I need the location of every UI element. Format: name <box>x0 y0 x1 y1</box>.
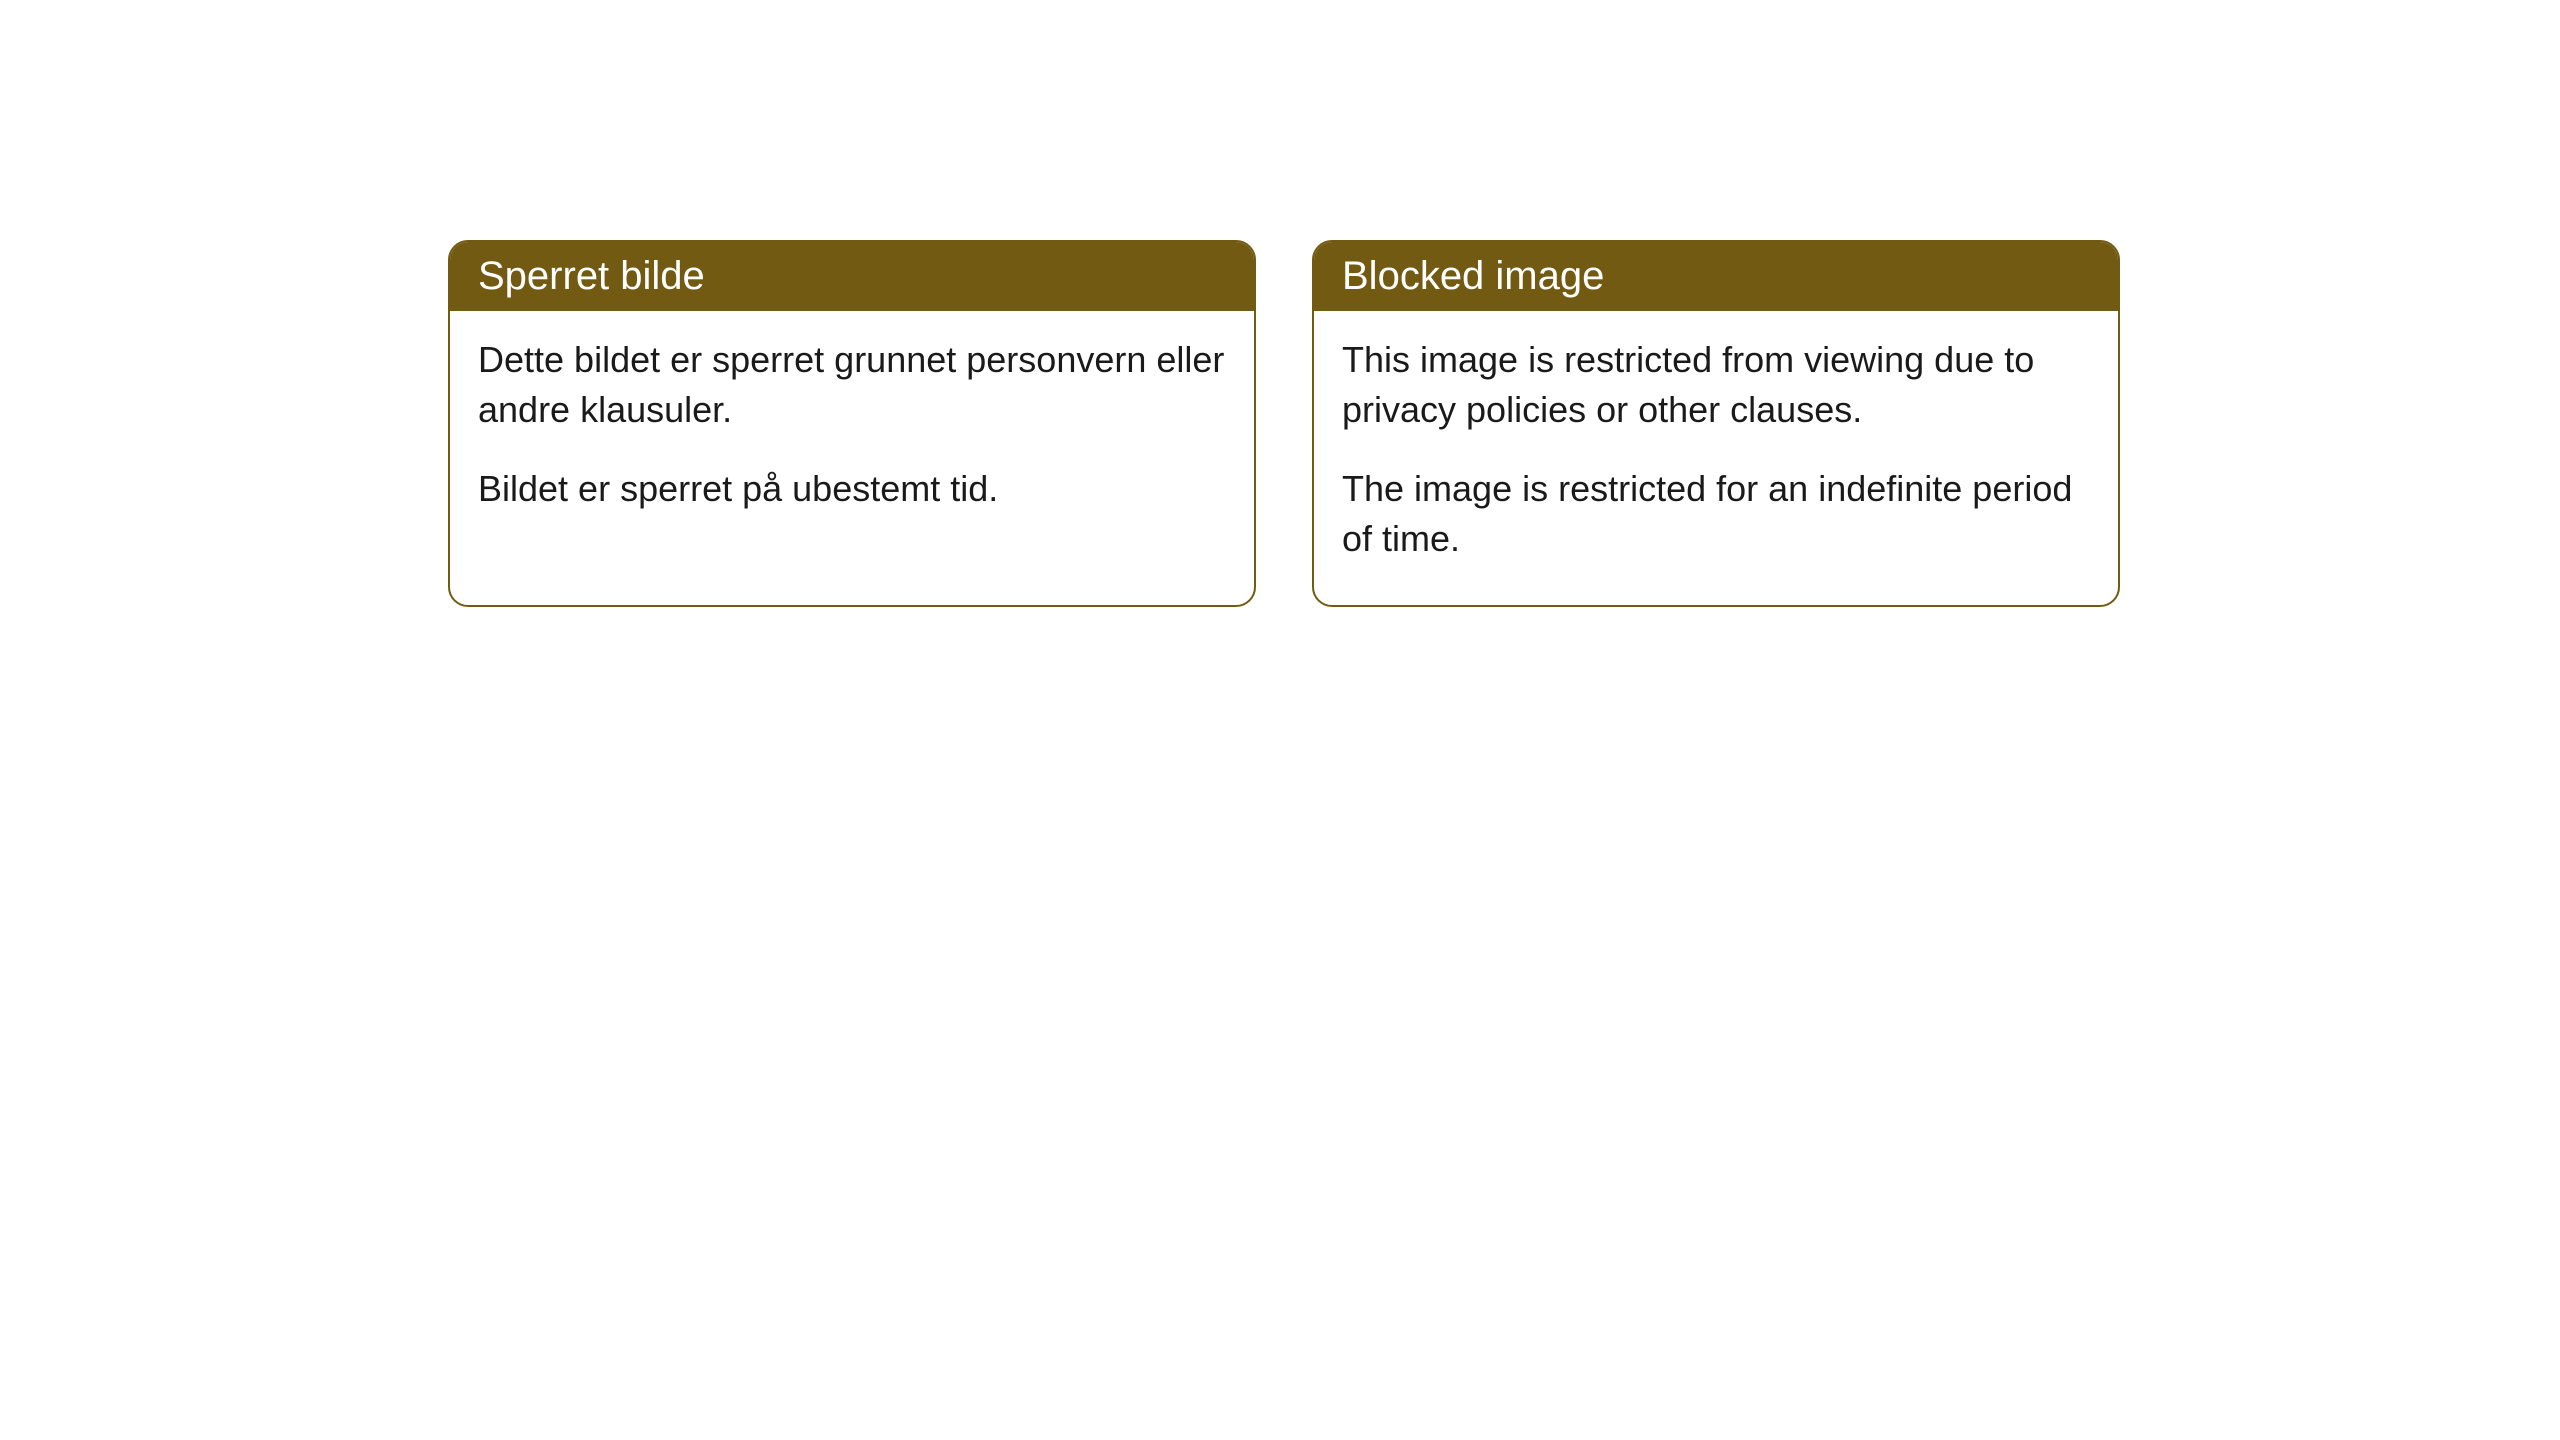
english-paragraph-2: The image is restricted for an indefinit… <box>1342 464 2090 565</box>
english-card-title: Blocked image <box>1314 242 2118 311</box>
norwegian-card-body: Dette bildet er sperret grunnet personve… <box>450 311 1254 554</box>
english-notice-card: Blocked image This image is restricted f… <box>1312 240 2120 607</box>
notice-cards-container: Sperret bilde Dette bildet er sperret gr… <box>0 240 2560 607</box>
norwegian-notice-card: Sperret bilde Dette bildet er sperret gr… <box>448 240 1256 607</box>
norwegian-paragraph-1: Dette bildet er sperret grunnet personve… <box>478 335 1226 436</box>
norwegian-paragraph-2: Bildet er sperret på ubestemt tid. <box>478 464 1226 514</box>
english-card-body: This image is restricted from viewing du… <box>1314 311 2118 605</box>
norwegian-card-title: Sperret bilde <box>450 242 1254 311</box>
english-paragraph-1: This image is restricted from viewing du… <box>1342 335 2090 436</box>
